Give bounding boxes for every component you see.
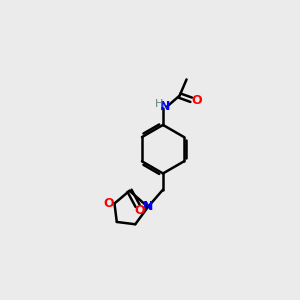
Text: O: O — [191, 94, 202, 107]
Text: O: O — [134, 204, 145, 218]
Text: N: N — [160, 100, 170, 113]
Text: N: N — [143, 200, 154, 212]
Text: O: O — [103, 196, 114, 209]
Text: H: H — [154, 99, 163, 109]
